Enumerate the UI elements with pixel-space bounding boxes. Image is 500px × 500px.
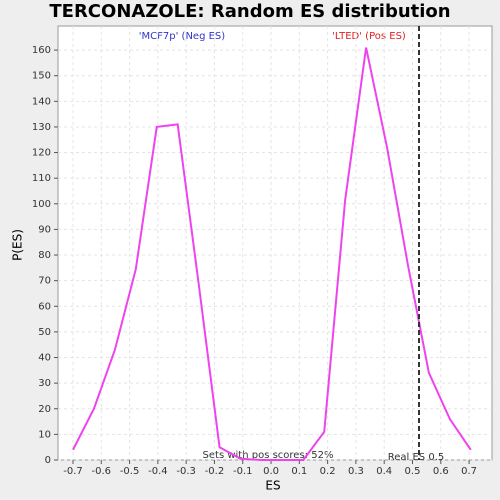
plot-area [57, 25, 493, 461]
y-tick-label: 20 [38, 404, 51, 415]
series-line [72, 47, 472, 461]
sets-label: Sets with pos scores: 52% [203, 450, 334, 461]
y-axis-label: P(ES) [11, 229, 25, 261]
x-tick-label: 0.4 [376, 466, 392, 477]
y-tick-label: 60 [38, 301, 51, 312]
x-tick-label: -0.3 [176, 466, 196, 477]
x-tick-label: 0.6 [433, 466, 449, 477]
y-tick-label: 130 [32, 122, 51, 133]
y-tick-label: 30 [38, 378, 51, 389]
x-tick-label: -0.5 [120, 466, 140, 477]
x-tick-label: -0.6 [92, 466, 112, 477]
x-tick-label: 0.0 [263, 466, 279, 477]
y-tick-label: 80 [38, 250, 51, 261]
chart-title: TERCONAZOLE: Random ES distribution [49, 1, 450, 22]
neg-label: 'MCF7p' (Neg ES) [139, 31, 225, 42]
y-tick-label: 140 [32, 96, 51, 107]
y-tick-label: 100 [32, 199, 51, 210]
pos-label: 'LTED' (Pos ES) [332, 31, 406, 42]
x-tick-label: -0.4 [148, 466, 168, 477]
y-tick-label: 160 [32, 45, 51, 56]
x-tick-label: 0.2 [320, 466, 336, 477]
y-tick-label: 10 [38, 429, 51, 440]
y-tick-label: 40 [38, 353, 51, 364]
y-tick-label: 0 [45, 455, 51, 466]
x-tick-label: 0.3 [348, 466, 364, 477]
x-tick-label: 0.5 [405, 466, 421, 477]
y-tick-label: 110 [32, 173, 51, 184]
x-tick-label: -0.7 [63, 466, 83, 477]
x-tick-label: -0.1 [233, 466, 253, 477]
x-tick-label: 0.1 [291, 466, 307, 477]
y-tick-label: 150 [32, 71, 51, 82]
y-tick-label: 50 [38, 327, 51, 338]
x-axis-label: ES [265, 479, 280, 493]
y-tick-label: 120 [32, 148, 51, 159]
real-es-label: Real ES 0.5 [388, 452, 444, 463]
y-tick-label: 90 [38, 224, 51, 235]
x-tick-label: -0.2 [205, 466, 225, 477]
x-tick-label: 0.7 [461, 466, 477, 477]
y-tick-label: 70 [38, 276, 51, 287]
